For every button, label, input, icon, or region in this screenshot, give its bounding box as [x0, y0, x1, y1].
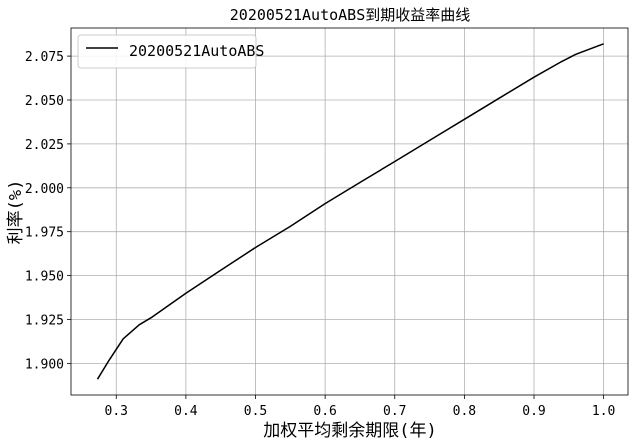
y-tick-label: 1.900 [25, 357, 64, 372]
x-tick-label: 0.6 [313, 404, 336, 419]
y-axis-label: 利率(%) [6, 180, 26, 245]
y-axis-ticks: 1.900 1.925 1.950 1.975 2.000 2.025 2.050 2.075 [25, 50, 71, 372]
x-tick-label: 0.7 [383, 404, 406, 419]
x-tick-label: 0.3 [105, 404, 128, 419]
x-tick-label: 1.0 [592, 404, 615, 419]
legend-box [77, 34, 257, 69]
x-axis-label: 加权平均剩余期限(年) [263, 421, 436, 441]
y-tick-label: 2.050 [25, 94, 64, 109]
y-tick-label: 1.925 [25, 313, 64, 328]
y-tick-label: 2.000 [25, 182, 64, 197]
legend: 20200521AutoABS [77, 34, 264, 69]
y-tick-label: 1.975 [25, 226, 64, 241]
y-tick-label: 2.025 [25, 138, 64, 153]
x-tick-label: 0.4 [174, 404, 198, 419]
series-layer [96, 43, 604, 380]
x-tick-label: 0.9 [522, 404, 545, 419]
y-tick-label: 1.950 [25, 270, 64, 285]
legend-entry-label: 20200521AutoABS [129, 42, 264, 60]
plot-frame [70, 27, 629, 396]
series-line [96, 43, 604, 380]
grid [71, 28, 628, 395]
x-tick-label: 0.8 [453, 404, 476, 419]
x-axis-ticks: 0.3 0.4 0.5 0.6 0.7 0.8 0.9 1.0 [105, 395, 615, 419]
x-tick-label: 0.5 [244, 404, 267, 419]
y-tick-label: 2.075 [25, 50, 64, 65]
chart-title: 20200521AutoABS到期收益率曲线 [230, 6, 470, 24]
